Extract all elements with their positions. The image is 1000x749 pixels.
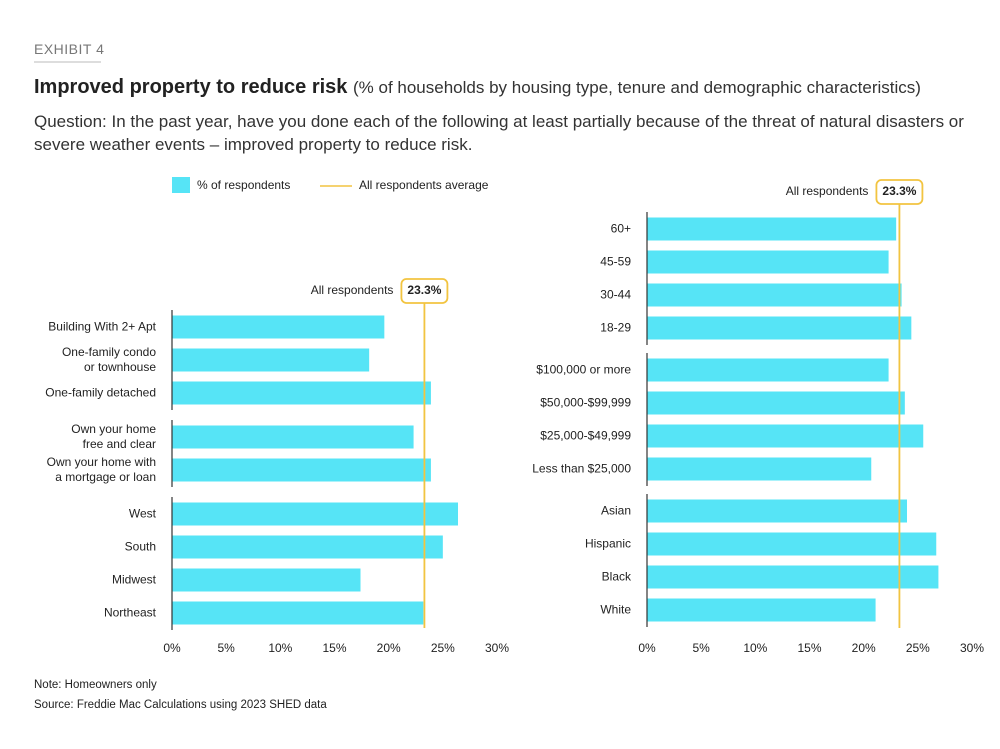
category-label: Black	[601, 569, 631, 584]
bar	[172, 458, 431, 482]
bar	[647, 457, 872, 481]
category-label: Hispanic	[584, 536, 631, 551]
category-label: Northeast	[103, 605, 156, 620]
bar	[172, 601, 424, 625]
category-label: Own your home with a mortgage or loan	[46, 455, 156, 484]
x-tick-label: 30%	[960, 641, 984, 655]
category-label: South	[124, 539, 156, 554]
note: Note: Homeowners only	[34, 679, 157, 691]
source: Source: Freddie Mac Calculations using 2…	[34, 699, 327, 711]
bar	[172, 568, 361, 592]
category-label: West	[128, 506, 156, 521]
category-label: 18-29	[600, 320, 631, 335]
bar	[647, 532, 937, 556]
bar	[172, 315, 385, 339]
bar	[172, 425, 414, 449]
x-tick-label: 25%	[431, 641, 455, 655]
bar	[647, 358, 889, 382]
bar	[172, 381, 431, 405]
category-label: One-family detached	[45, 385, 156, 400]
x-tick-label: 10%	[743, 641, 767, 655]
x-tick-label: 5%	[692, 641, 710, 655]
bar	[172, 348, 370, 372]
category-label: Midwest	[111, 572, 156, 587]
x-tick-label: 20%	[852, 641, 876, 655]
category-label: 30-44	[600, 287, 631, 302]
category-label: One-family condo or townhouse	[61, 345, 156, 374]
x-tick-label: 15%	[322, 641, 346, 655]
average-box	[875, 179, 924, 205]
exhibit-label: EXHIBIT 4	[34, 41, 105, 57]
x-tick-label: 0%	[163, 641, 181, 655]
category-label: Asian	[600, 503, 631, 518]
bar	[647, 391, 905, 415]
average-value: 23.3%	[407, 283, 441, 297]
bar	[647, 424, 924, 448]
question: Question: In the past year, have you don…	[34, 112, 964, 154]
average-name: All respondents	[786, 184, 869, 198]
bar	[647, 565, 939, 589]
x-tick-label: 0%	[638, 641, 656, 655]
bar	[647, 499, 907, 523]
legend-label: All respondents average	[359, 178, 489, 192]
bar	[647, 250, 889, 274]
legend-swatch	[172, 177, 190, 193]
x-tick-label: 15%	[797, 641, 821, 655]
category-label: White	[600, 602, 631, 617]
category-label: 45-59	[600, 254, 631, 269]
average-name: All respondents	[311, 283, 394, 297]
bar	[647, 316, 912, 340]
title-line: Improved property to reduce risk (% of h…	[34, 76, 921, 99]
category-label: 60+	[610, 221, 631, 236]
x-tick-label: 25%	[906, 641, 930, 655]
bar	[647, 283, 902, 307]
average-value: 23.3%	[882, 184, 916, 198]
bar	[647, 217, 897, 241]
category-label: Less than $25,000	[532, 461, 631, 476]
legend-label: % of respondents	[197, 178, 290, 192]
bar	[172, 535, 443, 559]
bar	[172, 502, 458, 526]
title: Improved property to reduce risk	[34, 76, 348, 98]
x-tick-label: 20%	[377, 641, 401, 655]
category-label: $25,000-$49,999	[540, 428, 631, 443]
x-tick-label: 10%	[268, 641, 292, 655]
category-label: $100,000 or more	[536, 362, 631, 377]
subtitle: (% of households by housing type, tenure…	[352, 78, 921, 97]
x-tick-label: 5%	[217, 641, 235, 655]
category-label: $50,000-$99,999	[540, 395, 631, 410]
bar	[647, 598, 876, 622]
average-box	[400, 278, 449, 304]
x-tick-label: 30%	[485, 641, 509, 655]
category-label: Building With 2+ Apt	[48, 319, 156, 334]
category-label: Own your home free and clear	[71, 422, 156, 451]
